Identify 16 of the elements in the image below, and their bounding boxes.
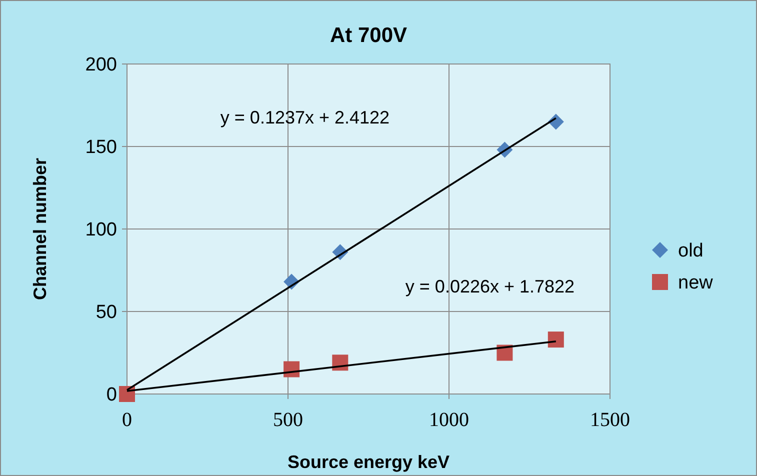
legend-label: old	[678, 240, 704, 262]
annotation: y = 0.1237x + 2.4122	[220, 107, 390, 128]
x-tick-label: 500	[273, 409, 303, 431]
x-tick-label: 1000	[429, 409, 469, 431]
legend-label: new	[678, 272, 714, 294]
x-tick-label: 1500	[590, 409, 630, 431]
y-tick-label: 0	[106, 384, 117, 406]
y-axis-title: Channel number	[30, 158, 50, 300]
y-tick-label: 100	[85, 220, 117, 241]
x-tick-label: 0	[122, 409, 132, 431]
chart-title: At 700V	[330, 24, 408, 47]
y-tick-label: 150	[85, 137, 117, 158]
annotation: y = 0.0226x + 1.7822	[405, 276, 575, 296]
x-axis-title: Source energy keV	[287, 452, 450, 472]
y-tick-label: 200	[85, 54, 117, 76]
y-tick-label: 50	[96, 302, 117, 324]
